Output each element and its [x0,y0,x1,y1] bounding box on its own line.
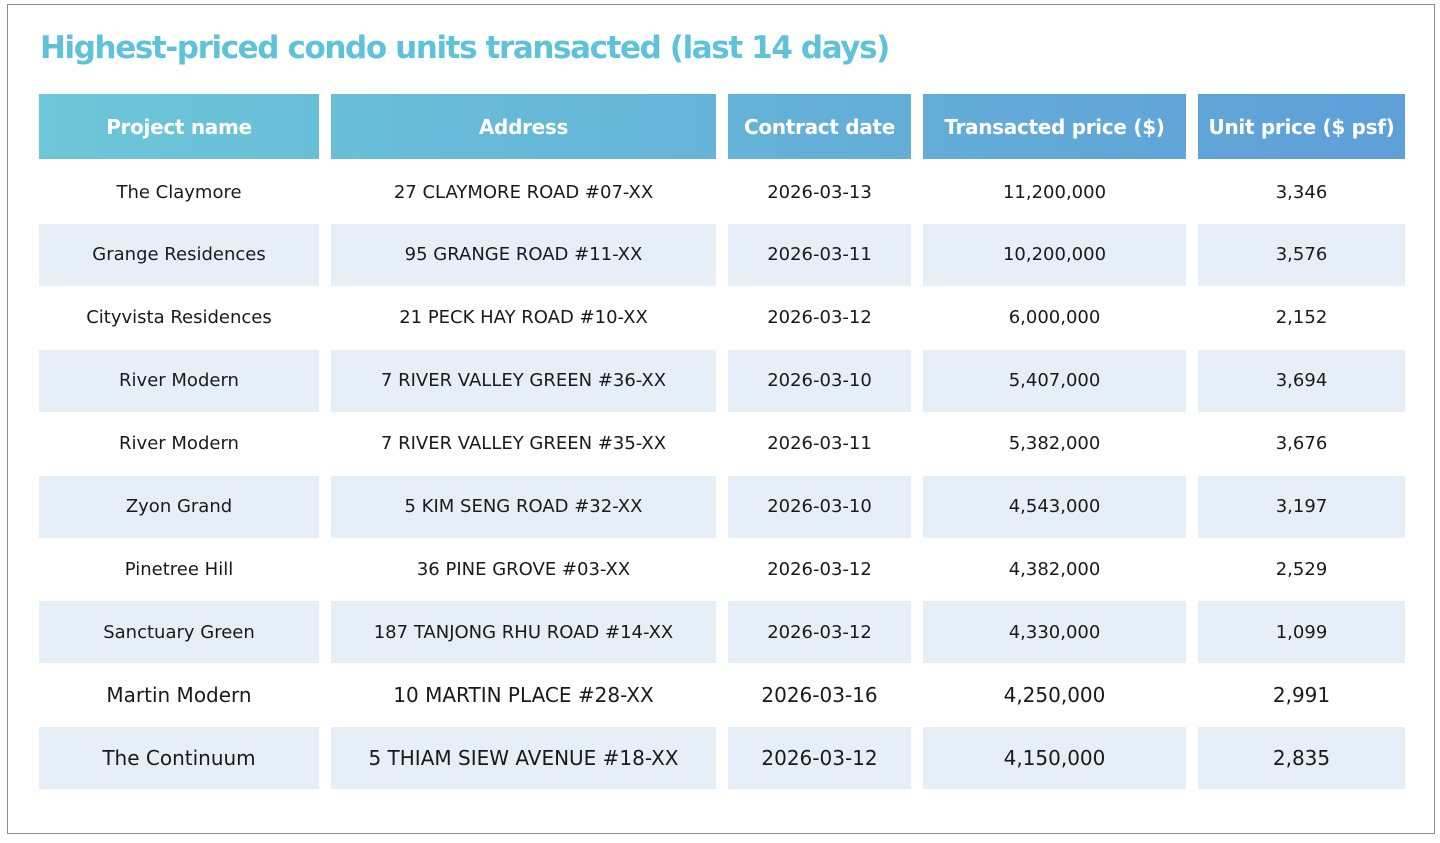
cell-address: 5 THIAM SIEW AVENUE #18-XX [331,727,716,790]
cell-project-name: Pinetree Hill [124,558,234,580]
page-title: Highest-priced condo units transacted (l… [40,30,890,66]
cell-transacted-price: 4,330,000 [923,601,1186,664]
header-contract-date: Contract date [728,94,911,159]
cell-unit-price: 3,197 [1198,475,1405,538]
cell-unit-price: 2,991 [1272,683,1331,708]
cell-project-name: Sanctuary Green [39,601,319,664]
cell-project-name: Zyon Grand [39,475,319,538]
cell-unit-price: 2,835 [1198,727,1405,790]
cell-unit-price: 3,676 [1275,433,1328,455]
header-project-name: Project name [39,94,319,159]
cell-contract-date: 2026-03-10 [728,475,911,538]
cell-transacted-price: 4,250,000 [1003,683,1106,708]
cell-transacted-price: 6,000,000 [1008,307,1101,329]
cell-transacted-price: 4,543,000 [923,475,1186,538]
cell-project-name: Martin Modern [106,683,252,708]
cell-address: 95 GRANGE ROAD #11-XX [331,223,716,286]
cell-transacted-price: 11,200,000 [1002,181,1107,203]
cell-address: 187 TANJONG RHU ROAD #14-XX [331,601,716,664]
cell-unit-price: 1,099 [1198,601,1405,664]
cell-unit-price: 3,346 [1275,181,1328,203]
cell-contract-date: 2026-03-12 [728,727,911,790]
cell-transacted-price: 10,200,000 [923,223,1186,286]
cell-transacted-price: 4,382,000 [1008,558,1101,580]
cell-address: 36 PINE GROVE #03-XX [416,558,631,580]
cell-unit-price: 2,529 [1275,558,1328,580]
cell-unit-price: 3,576 [1198,223,1405,286]
cell-contract-date: 2026-03-12 [767,558,872,580]
cell-project-name: River Modern [39,349,319,412]
cell-contract-date: 2026-03-11 [767,433,872,455]
cell-transacted-price: 4,150,000 [923,727,1186,790]
cell-address: 21 PECK HAY ROAD #10-XX [399,307,648,329]
cell-contract-date: 2026-03-12 [728,601,911,664]
cell-address: 7 RIVER VALLEY GREEN #36-XX [331,349,716,412]
cell-contract-date: 2026-03-11 [728,223,911,286]
cell-project-name: Grange Residences [39,223,319,286]
cell-address: 10 MARTIN PLACE #28-XX [393,683,654,708]
cell-project-name: The Claymore [116,181,242,203]
cell-contract-date: 2026-03-13 [767,181,872,203]
cell-transacted-price: 5,407,000 [923,349,1186,412]
header-unit-price: Unit price ($ psf) [1198,94,1405,159]
header-address: Address [331,94,716,159]
cell-contract-date: 2026-03-16 [761,683,878,708]
cell-transacted-price: 5,382,000 [1008,433,1101,455]
cell-project-name: River Modern [119,433,239,455]
cell-address: 7 RIVER VALLEY GREEN #35-XX [380,433,667,455]
cell-project-name: Cityvista Residences [86,307,272,329]
cell-address: 5 KIM SENG ROAD #32-XX [331,475,716,538]
cell-unit-price: 3,694 [1198,349,1405,412]
cell-contract-date: 2026-03-10 [728,349,911,412]
cell-unit-price: 2,152 [1275,307,1328,329]
header-transacted-price: Transacted price ($) [923,94,1186,159]
cell-address: 27 CLAYMORE ROAD #07-XX [393,181,654,203]
cell-contract-date: 2026-03-12 [767,307,872,329]
cell-project-name: The Continuum [39,727,319,790]
